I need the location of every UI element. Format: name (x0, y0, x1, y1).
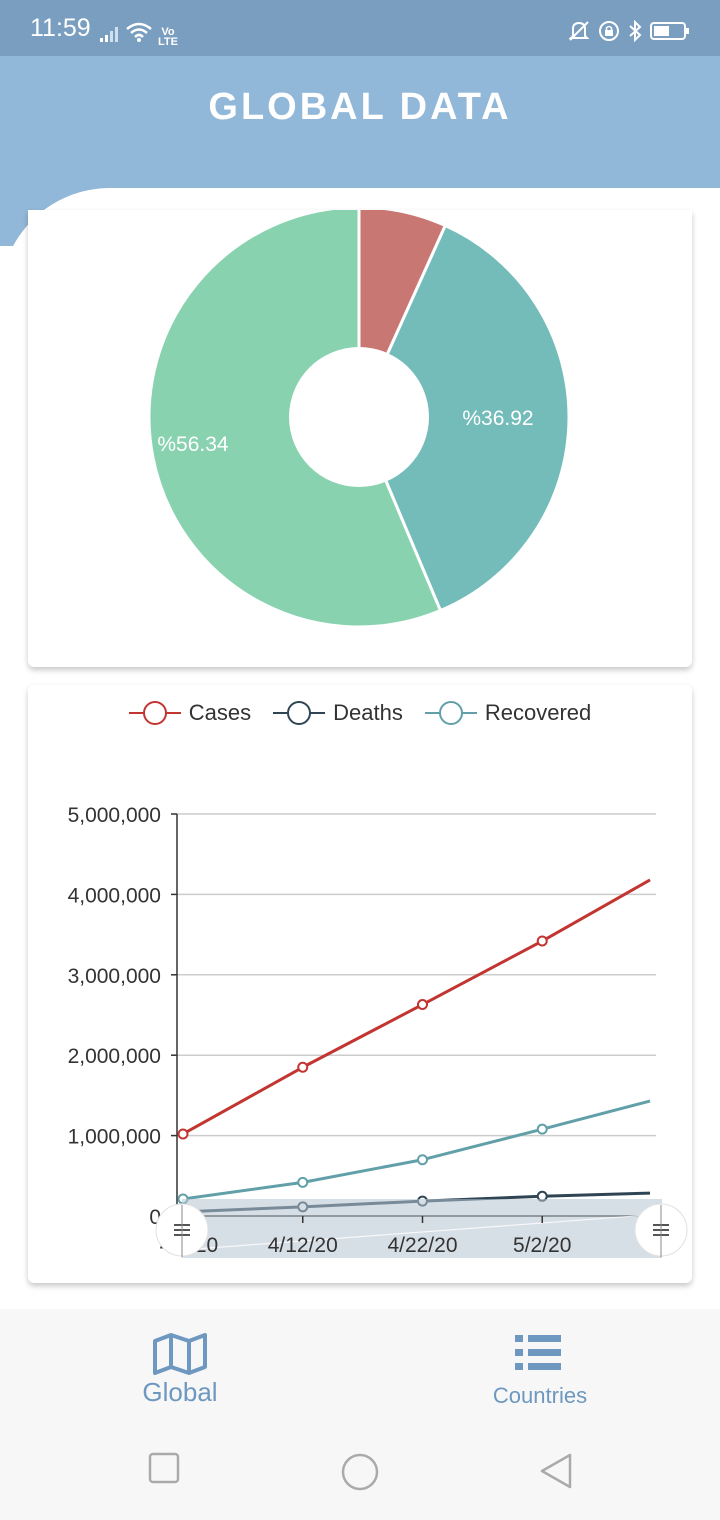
volte-bottom: LTE (158, 36, 178, 48)
status-left-icons: Vo LTE (100, 22, 178, 48)
volte-icon: Vo LTE (158, 26, 178, 48)
pie-label-recovered: %36.92 (462, 407, 533, 430)
pie-chart-card: %56.34 %36.92 (28, 210, 692, 667)
pie-chart: %56.34 %36.92 (147, 210, 571, 629)
legend-label-deaths: Deaths (333, 700, 403, 725)
wifi-icon (126, 22, 152, 47)
pie-slice-recovered[interactable] (357, 223, 571, 613)
recent-apps-button[interactable] (148, 1452, 180, 1489)
status-right-icons (568, 19, 690, 47)
signal-icon (100, 26, 120, 47)
legend-item-deaths[interactable]: Deaths (273, 700, 403, 726)
legend-label-cases: Cases (188, 700, 252, 725)
system-nav-bar (0, 1424, 720, 1520)
status-bar: 11:59 Vo LTE (0, 0, 720, 56)
bottom-nav: Global Countries (0, 1309, 720, 1424)
mute-bell-icon (568, 20, 590, 47)
pie-center-hole (289, 347, 429, 487)
page-title: GLOBAL DATA (208, 86, 512, 128)
legend-label-recovered: Recovered (484, 700, 592, 725)
chart-legend: Cases Deaths Recovered (0, 700, 720, 726)
volte-top: Vo (161, 26, 175, 38)
list-icon (513, 1333, 563, 1378)
map-icon (153, 1333, 207, 1380)
home-button[interactable] (340, 1452, 380, 1497)
back-button[interactable] (538, 1452, 574, 1495)
legend-item-recovered[interactable]: Recovered (424, 700, 592, 726)
line-chart-card (28, 685, 692, 1283)
battery-icon (650, 21, 690, 46)
legend-item-cases[interactable]: Cases (128, 700, 252, 726)
pie-label-active: %56.34 (157, 433, 229, 456)
nav-countries-label: Countries (492, 1383, 588, 1408)
bluetooth-icon (628, 19, 642, 47)
nav-global-label: Global (142, 1377, 218, 1407)
rotation-lock-icon (598, 20, 620, 47)
status-time: 11:59 (30, 14, 91, 42)
